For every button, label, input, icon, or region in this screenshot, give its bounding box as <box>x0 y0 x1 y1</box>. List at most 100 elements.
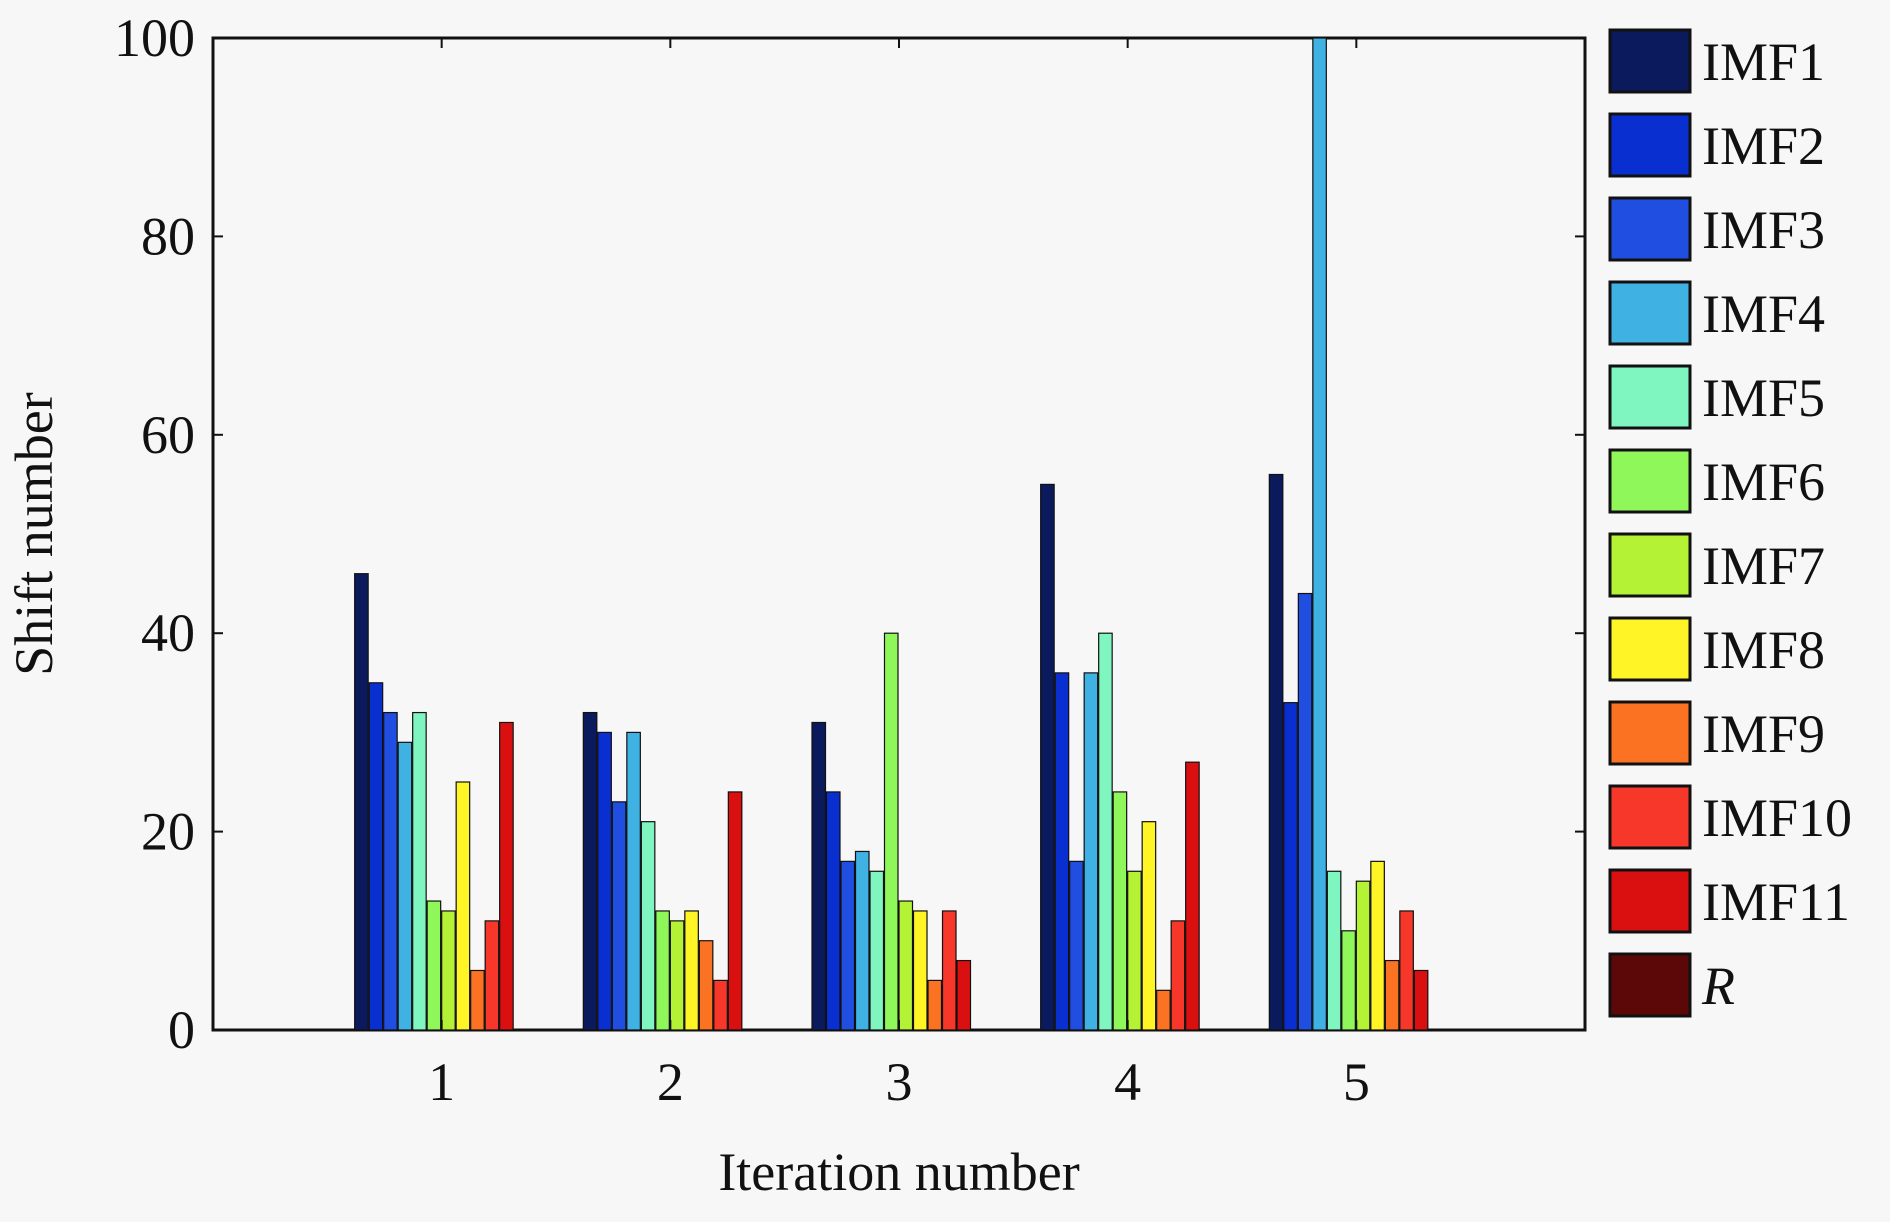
bar-imf8-iter-1 <box>455 781 471 1031</box>
bar-imf11-iter-5 <box>1413 969 1429 1031</box>
bar-imf1-iter-2 <box>582 711 598 1031</box>
legend-item-imf8: IMF8 <box>1608 616 1825 682</box>
legend-swatch <box>1608 448 1692 514</box>
bar-imf4-iter-3 <box>854 850 870 1031</box>
bar-imf10-iter-2 <box>713 979 728 1031</box>
bar-imf3-iter-2 <box>611 801 627 1031</box>
y-tick-label: 60 <box>141 405 195 465</box>
bar-imf7-iter-4 <box>1127 870 1142 1031</box>
legend-item-imf10: IMF10 <box>1608 784 1852 850</box>
bar-imf6-iter-1 <box>426 900 442 1031</box>
bar-imf1-iter-3 <box>811 721 827 1031</box>
bar-imf5-iter-2 <box>640 821 656 1031</box>
legend-item-imf7: IMF7 <box>1608 532 1825 598</box>
legend-swatch <box>1608 112 1692 178</box>
legend-swatch <box>1608 532 1692 598</box>
plot-frame <box>211 36 1587 1032</box>
y-tick-label: 0 <box>168 1000 195 1060</box>
y-tick-label: 40 <box>141 603 195 663</box>
bars <box>354 37 1429 1031</box>
bar-imf11-iter-2 <box>727 791 743 1031</box>
legend-item-imf9: IMF9 <box>1608 700 1825 766</box>
bar-imf7-iter-2 <box>669 920 685 1031</box>
legend-label: IMF10 <box>1702 788 1852 848</box>
bar-imf10-iter-1 <box>484 920 500 1031</box>
legend-label: IMF7 <box>1702 536 1825 596</box>
bar-imf8-iter-2 <box>684 910 699 1031</box>
y-tick-label: 80 <box>141 206 195 266</box>
legend-label: R <box>1701 956 1735 1016</box>
x-tick-label: 4 <box>1114 1052 1141 1112</box>
x-tick-label: 3 <box>886 1052 913 1112</box>
bar-imf2-iter-3 <box>825 791 841 1031</box>
bar-imf4-iter-4 <box>1083 672 1099 1031</box>
legend-item-imf1: IMF1 <box>1608 28 1825 94</box>
bar-imf3-iter-3 <box>840 860 856 1031</box>
legend-item-imf11: IMF11 <box>1608 868 1850 934</box>
y-axis-label: Shift number <box>4 392 64 675</box>
legend-label: IMF2 <box>1702 116 1825 176</box>
bar-imf8-iter-5 <box>1370 860 1385 1031</box>
legend-label: IMF5 <box>1702 368 1825 428</box>
legend-swatch <box>1608 280 1692 346</box>
legend-item-r: R <box>1608 952 1735 1018</box>
legend-item-imf6: IMF6 <box>1608 448 1825 514</box>
legend-swatch <box>1608 616 1692 682</box>
bar-imf2-iter-1 <box>368 682 384 1031</box>
legend-item-imf3: IMF3 <box>1608 196 1825 262</box>
legend-swatch <box>1608 364 1692 430</box>
bar-imf9-iter-2 <box>698 940 714 1031</box>
bar-imf4-iter-2 <box>626 731 641 1031</box>
legend-item-imf2: IMF2 <box>1608 112 1825 178</box>
bar-imf3-iter-5 <box>1297 592 1313 1031</box>
bar-imf10-iter-3 <box>941 910 957 1031</box>
bar-imf6-iter-4 <box>1112 791 1128 1031</box>
bar-imf2-iter-4 <box>1054 672 1070 1031</box>
bar-imf5-iter-3 <box>869 870 885 1031</box>
legend-label: IMF3 <box>1702 200 1825 260</box>
bar-imf5-iter-5 <box>1326 870 1342 1031</box>
x-tick-label: 1 <box>428 1052 455 1112</box>
legend-swatch <box>1608 784 1692 850</box>
bar-imf7-iter-5 <box>1355 880 1371 1031</box>
bar-imf7-iter-3 <box>898 900 914 1031</box>
bar-imf7-iter-1 <box>441 910 456 1031</box>
legend: IMF1 IMF2 IMF3 IMF4 IMF5 IMF6 IMF7 IMF8 IMF9 IMF1… <box>1608 28 1852 1018</box>
legend-label: IMF1 <box>1702 32 1825 92</box>
legend-label: IMF9 <box>1702 704 1825 764</box>
bar-imf9-iter-5 <box>1384 959 1400 1031</box>
bar-imf1-iter-4 <box>1040 483 1055 1031</box>
legend-label: IMF8 <box>1702 620 1825 680</box>
legend-swatch <box>1608 868 1692 934</box>
bar-imf8-iter-4 <box>1141 821 1157 1031</box>
legend-swatch <box>1608 28 1692 94</box>
bar-imf3-iter-4 <box>1069 860 1084 1031</box>
bar-imf3-iter-1 <box>383 711 398 1031</box>
legend-item-imf5: IMF5 <box>1608 364 1825 430</box>
legend-item-imf4: IMF4 <box>1608 280 1825 346</box>
bar-imf10-iter-4 <box>1170 920 1186 1031</box>
bar-imf10-iter-5 <box>1399 910 1414 1031</box>
bar-imf4-iter-1 <box>397 741 413 1031</box>
legend-swatch <box>1608 952 1692 1018</box>
x-tick-label: 5 <box>1343 1052 1370 1112</box>
plot-area <box>211 36 1587 1032</box>
bar-imf11-iter-4 <box>1185 761 1200 1031</box>
y-tick-label: 20 <box>141 802 195 862</box>
bar-imf9-iter-1 <box>470 969 485 1031</box>
legend-label: IMF11 <box>1702 872 1850 932</box>
bar-imf1-iter-1 <box>354 573 369 1031</box>
x-tick-label: 2 <box>657 1052 684 1112</box>
bar-imf4-iter-5 <box>1312 37 1327 1031</box>
bar-imf6-iter-2 <box>655 910 670 1031</box>
legend-swatch <box>1608 196 1692 262</box>
bar-imf5-iter-1 <box>412 711 427 1031</box>
legend-label: IMF4 <box>1702 284 1825 344</box>
axes: 0 20 40 60 80 100 1 2 3 4 5 <box>114 8 1585 1112</box>
bar-imf11-iter-1 <box>499 721 514 1031</box>
legend-swatch <box>1608 700 1692 766</box>
bar-imf2-iter-5 <box>1283 702 1298 1031</box>
bar-imf6-iter-3 <box>883 632 899 1031</box>
